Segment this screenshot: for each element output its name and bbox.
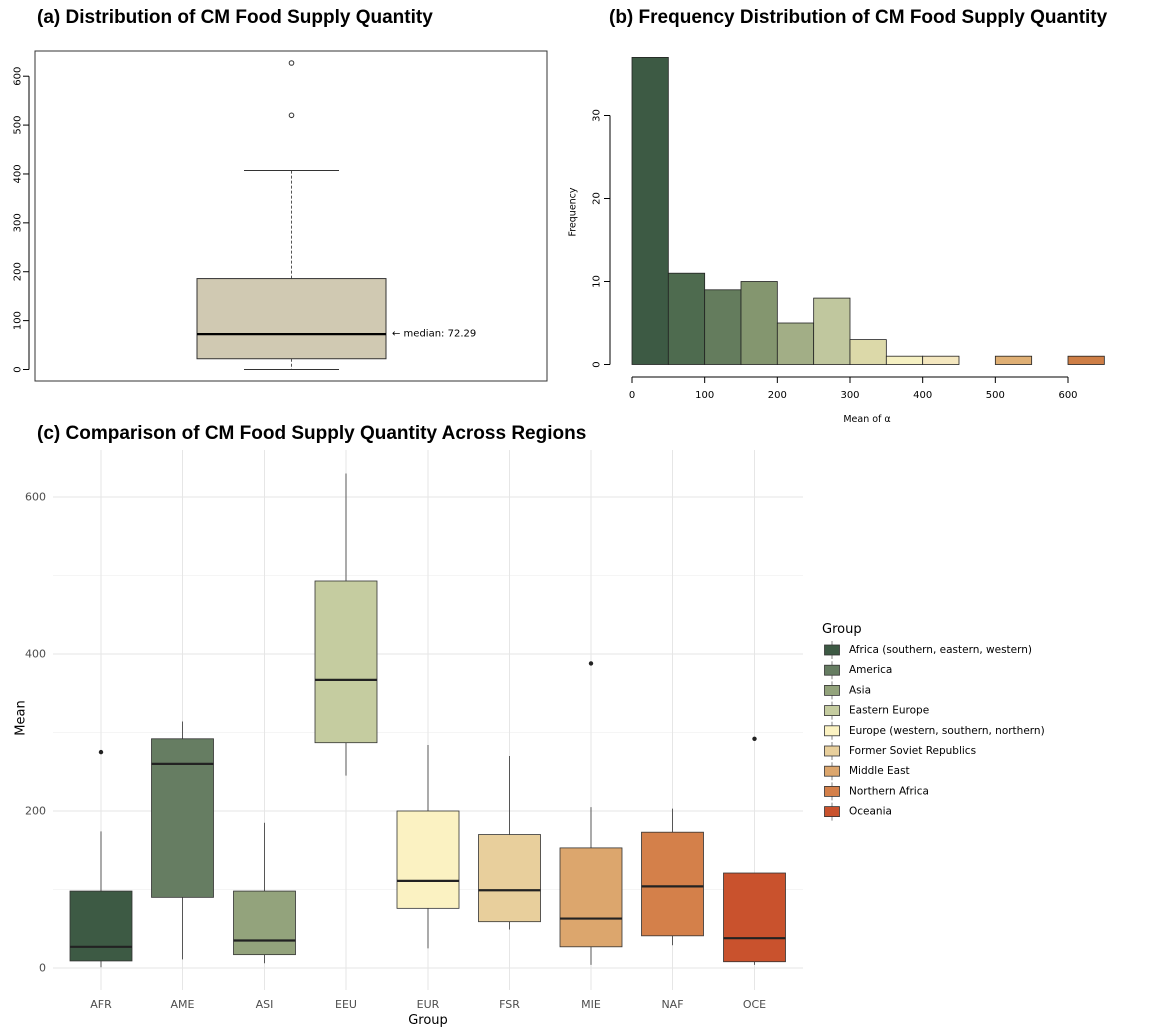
x-axis-title: Group <box>408 1013 448 1028</box>
x-tick-label: FSR <box>499 998 520 1011</box>
x-tick-label: 100 <box>695 390 714 401</box>
box-asi <box>233 890 296 956</box>
y-tick-label: 0 <box>39 962 46 975</box>
x-axis-title: Mean of α <box>843 414 890 425</box>
x-tick-label: 0 <box>629 390 635 401</box>
legend-item-label: Middle East <box>849 765 910 777</box>
outlier-point <box>588 661 594 666</box>
plot-frame <box>34 50 548 382</box>
y-tick-label: 600 <box>25 491 46 504</box>
legend-key <box>824 664 840 676</box>
y-tick-label: 100 <box>13 311 24 330</box>
x-tick-label: 400 <box>913 390 932 401</box>
legend-item-label: America <box>849 664 892 676</box>
y-tick-label: 20 <box>592 192 603 205</box>
legend-key <box>824 786 840 797</box>
x-tick-label: 600 <box>1058 390 1077 401</box>
histogram-bar <box>704 289 742 365</box>
histogram-bar <box>849 339 887 365</box>
y-tick-label: 30 <box>592 109 603 122</box>
outlier-point <box>752 736 757 741</box>
histogram-bar <box>667 272 706 365</box>
legend-item-label: Eastern Europe <box>849 705 929 717</box>
histogram-bar <box>922 355 960 365</box>
legend-key <box>824 705 840 716</box>
panel-b-title: (b) Frequency Distribution of CM Food Su… <box>609 7 1108 28</box>
y-tick-label: 300 <box>13 213 24 232</box>
legend-key <box>824 644 840 656</box>
histogram-bar <box>813 297 851 365</box>
histogram-bar <box>631 57 669 365</box>
legend-key <box>824 745 840 757</box>
legend-key <box>824 725 840 737</box>
legend-key <box>824 685 840 696</box>
y-tick-label: 500 <box>13 116 24 135</box>
box-iqr <box>196 278 387 360</box>
y-tick-label: 400 <box>25 648 46 661</box>
x-tick-label: AFR <box>90 998 112 1011</box>
y-tick-label: 10 <box>592 275 603 288</box>
outlier-point <box>98 749 104 755</box>
outlier-point <box>288 112 295 119</box>
y-tick-label: 600 <box>13 67 24 86</box>
box-naf <box>641 831 704 937</box>
x-tick-label: OCE <box>743 998 766 1011</box>
x-tick-label: ASI <box>256 998 274 1011</box>
box-eeu <box>314 580 378 744</box>
legend-item-label: Former Soviet Republics <box>849 745 976 757</box>
histogram-bar <box>740 281 778 365</box>
legend-title: Group <box>822 622 862 637</box>
x-tick-label: MIE <box>581 998 601 1011</box>
y-tick-label: 200 <box>13 262 24 281</box>
legend-item-label: Oceania <box>849 806 892 818</box>
y-axis-title: Frequency <box>568 187 579 236</box>
x-tick-label: 500 <box>986 390 1005 401</box>
legend-item-label: Asia <box>849 684 871 696</box>
box-mie <box>559 847 623 948</box>
legend-key <box>824 806 840 817</box>
box-eur <box>396 810 460 909</box>
panel-a-title: (a) Distribution of CM Food Supply Quant… <box>37 7 433 28</box>
legend-item-label: Northern Africa <box>849 785 929 797</box>
x-tick-label: AME <box>171 998 195 1011</box>
y-tick-label: 400 <box>13 164 24 183</box>
histogram-bar <box>776 322 815 365</box>
histogram-bar <box>994 355 1033 365</box>
box-ame <box>151 738 214 898</box>
y-tick-label: 0 <box>592 361 603 367</box>
legend-item-label: Europe (western, southern, northern) <box>849 725 1045 737</box>
y-tick-label: 0 <box>13 366 24 372</box>
histogram-bar <box>1067 355 1105 365</box>
x-tick-label: 200 <box>768 390 787 401</box>
x-tick-label: EEU <box>335 998 357 1011</box>
y-tick-label: 200 <box>25 805 46 818</box>
panel-c-title: (c) Comparison of CM Food Supply Quantit… <box>37 423 587 444</box>
legend-item-label: Africa (southern, eastern, western) <box>849 644 1032 656</box>
box-oce <box>723 872 786 963</box>
x-tick-label: EUR <box>417 998 440 1011</box>
box-fsr <box>478 834 541 923</box>
x-tick-label: NAF <box>661 998 683 1011</box>
outlier-point <box>288 60 295 66</box>
y-axis-title: Mean <box>14 700 29 735</box>
box-afr <box>69 890 133 962</box>
legend-key <box>824 765 840 777</box>
median-annotation: ← median: 72.29 <box>392 329 476 340</box>
x-tick-label: 300 <box>840 390 859 401</box>
